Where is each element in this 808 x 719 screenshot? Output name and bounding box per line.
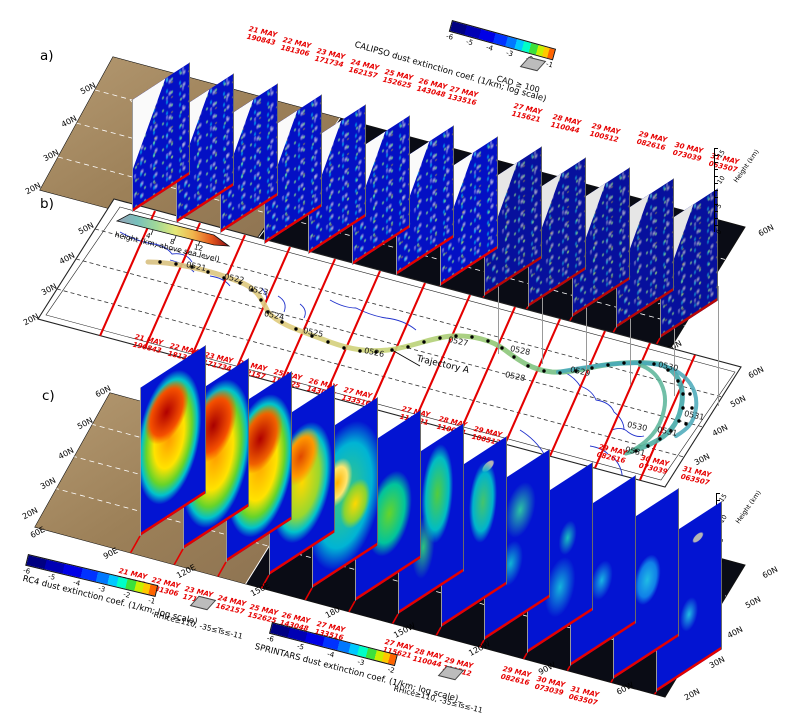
panel-a-label: a) [40,48,54,64]
panel-a-height-axis [714,148,719,232]
panel-b-label: b) [40,196,54,212]
curtain-support-line [630,265,631,385]
curtain-support-line [498,233,499,354]
curtain-support-line [542,244,543,364]
curtain-support-line [586,254,587,375]
panel-c-label: c) [42,388,55,404]
curtain-support-line [718,286,719,406]
curtain-support-line [674,275,675,396]
